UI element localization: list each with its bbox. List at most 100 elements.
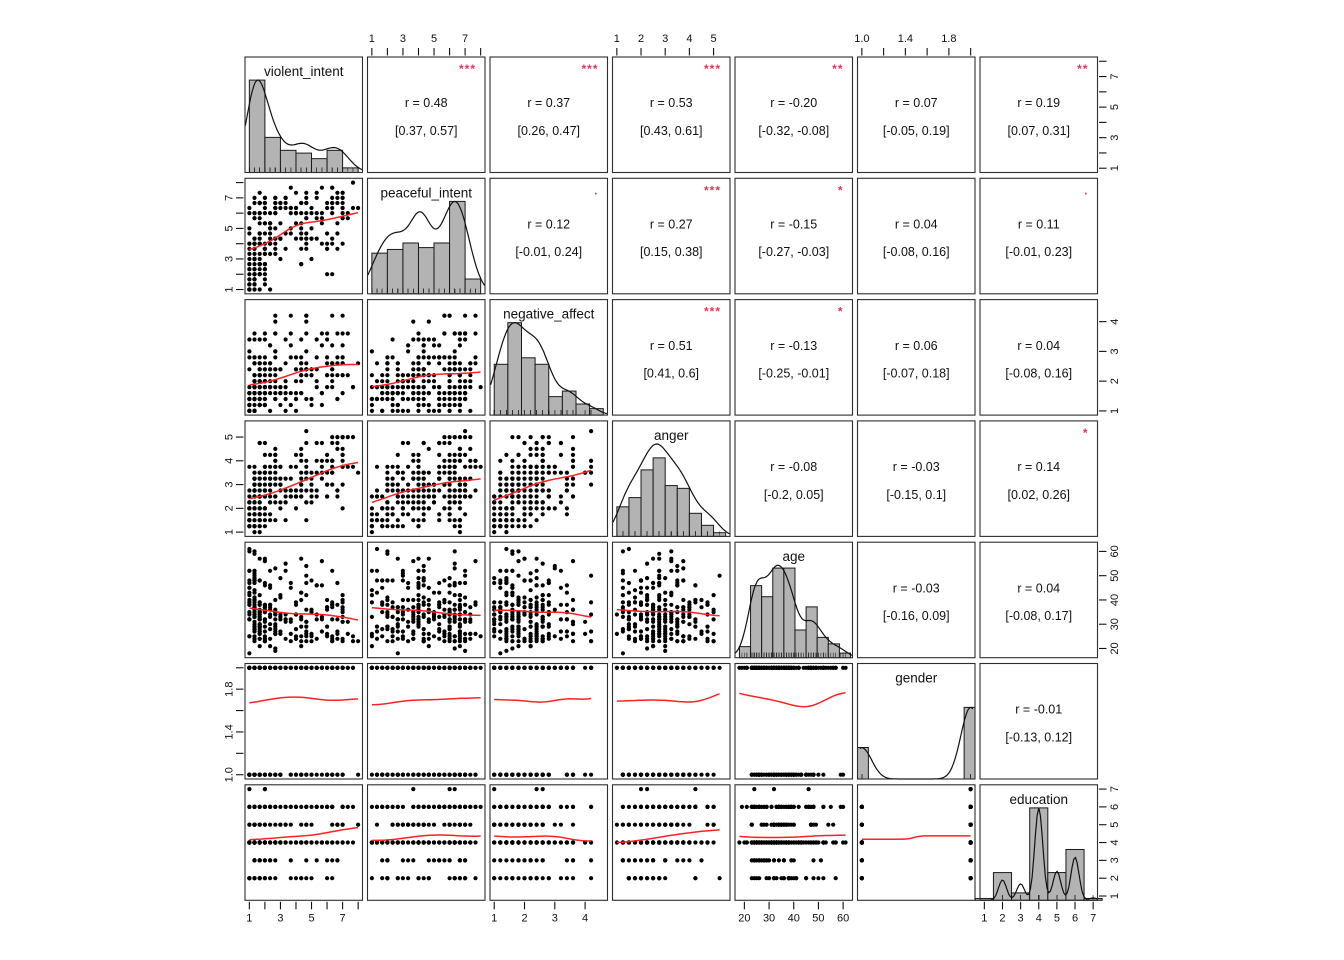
top-axis-peaceful_intent: 1 3 5 7	[369, 33, 482, 56]
tick-label: 6	[1109, 804, 1121, 810]
tick-label: 3	[1109, 857, 1121, 863]
tick-label: 4	[1109, 839, 1121, 845]
cor-panel-r1c6: . r = 0.11 [-0.01, 0.23]	[979, 177, 1099, 295]
correlation-value-r4c6: r = 0.04	[1017, 581, 1060, 595]
tick-label: 4	[1036, 912, 1042, 924]
cor-panel-r2c4: * r = -0.13 [-0.25, -0.01]	[734, 299, 854, 416]
tick-label: 20	[1109, 642, 1121, 654]
scatter-panel-r3c1	[366, 420, 486, 537]
diag-panel-age: age	[734, 541, 854, 659]
panel-border	[734, 299, 854, 416]
correlation-value-r0c3: r = 0.53	[650, 96, 693, 110]
diag-panel-negative_affect: negative_affect	[489, 299, 609, 416]
significance-stars-r2c4: *	[838, 305, 844, 319]
bottom-axis-violent_intent: 1 3 5 7	[246, 901, 359, 924]
tick-label: 1	[1109, 893, 1121, 899]
panel-border	[489, 420, 609, 537]
fit-line-r5c0	[249, 696, 359, 704]
fit-line-r2c1	[371, 371, 481, 388]
correlation-value-r3c5: r = -0.03	[893, 460, 940, 474]
cor-panel-r0c2: *** r = 0.37 [0.26, 0.47]	[489, 56, 609, 174]
scatter-panel-r3c2	[489, 420, 609, 537]
confidence-interval-r1c5: [-0.08, 0.16]	[883, 245, 950, 259]
fit-line-r3c2	[493, 469, 592, 501]
correlation-value-r0c2: r = 0.37	[527, 96, 570, 110]
panel-border	[366, 784, 486, 901]
scatter-points	[614, 665, 722, 777]
tick-label: 1	[981, 912, 987, 924]
rug-peaceful_intent	[371, 288, 481, 293]
density-curve-negative_affect	[490, 322, 608, 415]
panel-border	[489, 299, 609, 416]
correlation-value-r1c6: r = 0.11	[1018, 218, 1060, 232]
rug-age	[739, 652, 846, 657]
tick-label: 1	[491, 912, 497, 924]
scatter-points	[737, 787, 848, 881]
panel-border	[734, 56, 854, 174]
panel-border	[611, 541, 731, 659]
tick-label: 1	[614, 33, 620, 45]
tick-label: 20	[738, 912, 750, 924]
significance-stars-r0c4: **	[832, 62, 843, 76]
significance-stars-r0c6: **	[1077, 62, 1088, 76]
variable-label-education: education	[1009, 792, 1068, 807]
scatter-points	[614, 546, 722, 656]
tick-label: 60	[1109, 545, 1121, 557]
confidence-interval-r0c4: [-0.32, -0.08]	[758, 124, 829, 138]
cor-panel-r4c5: r = -0.03 [-0.16, 0.09]	[856, 541, 976, 659]
scatter-points	[247, 546, 361, 656]
panel-border	[489, 784, 609, 901]
diag-panel-gender: gender	[856, 662, 976, 780]
scatter-points	[492, 546, 594, 656]
correlation-value-r2c5: r = 0.06	[895, 339, 938, 353]
tick-label: 3	[224, 256, 236, 262]
tick-label: 1	[1109, 408, 1121, 414]
tick-label: 1.8	[941, 33, 956, 45]
tick-label: 5	[224, 434, 236, 440]
tick-label: 60	[837, 912, 849, 924]
tick-label: 3	[1018, 912, 1024, 924]
cor-panel-r2c3: *** r = 0.51 [0.41, 0.6]	[611, 299, 731, 416]
tick-label: 40	[1109, 594, 1121, 606]
tick-label: 3	[400, 33, 406, 45]
density-curve-age	[734, 564, 853, 657]
tick-label: 2	[521, 912, 527, 924]
tick-label: 1	[246, 912, 252, 924]
panel-border	[979, 784, 1099, 901]
panel-border	[734, 662, 854, 780]
scatter-panel-r6c1	[366, 784, 486, 901]
tick-label: 4	[686, 33, 692, 45]
scatter-panel-r4c3	[611, 541, 731, 659]
panel-border	[611, 177, 731, 295]
scatter-points	[247, 429, 361, 535]
confidence-interval-r4c5: [-0.16, 0.09]	[883, 609, 950, 623]
confidence-interval-r2c3: [0.41, 0.6]	[643, 367, 699, 381]
fit-line-r4c3	[616, 608, 720, 617]
scatter-panel-r2c1	[366, 299, 486, 416]
scatter-panel-r5c1	[366, 662, 486, 780]
panel-border	[366, 662, 486, 780]
scatter-points	[492, 787, 594, 881]
tick-label: 2	[1109, 875, 1121, 881]
left-axis-peaceful_intent: 1 3 5 7	[224, 182, 244, 293]
tick-label: 1	[224, 529, 236, 535]
correlation-value-r5c6: r = -0.01	[1015, 703, 1062, 717]
rug-anger	[616, 531, 720, 536]
scatter-points	[247, 665, 361, 777]
fit-line-r6c4	[739, 834, 846, 839]
diag-panel-education: education	[974, 784, 1103, 901]
correlation-value-r0c4: r = -0.20	[770, 96, 817, 110]
rug-negative_affect	[493, 410, 592, 415]
scatter-panel-r5c2	[489, 662, 609, 780]
panel-border	[244, 420, 364, 537]
tick-label: 30	[1109, 618, 1121, 630]
tick-label: 50	[812, 912, 824, 924]
confidence-interval-r4c6: [-0.08, 0.17]	[1005, 609, 1072, 623]
tick-label: 1	[369, 33, 375, 45]
confidence-interval-r1c6: [-0.01, 0.23]	[1005, 245, 1072, 259]
rug-education	[1002, 895, 1094, 900]
tick-label: 1.0	[224, 767, 236, 782]
correlation-value-r1c3: r = 0.27	[650, 218, 693, 232]
fit-line-r2c0	[249, 363, 359, 386]
bottom-axis-age: 20 30 40 50 60	[738, 901, 849, 924]
